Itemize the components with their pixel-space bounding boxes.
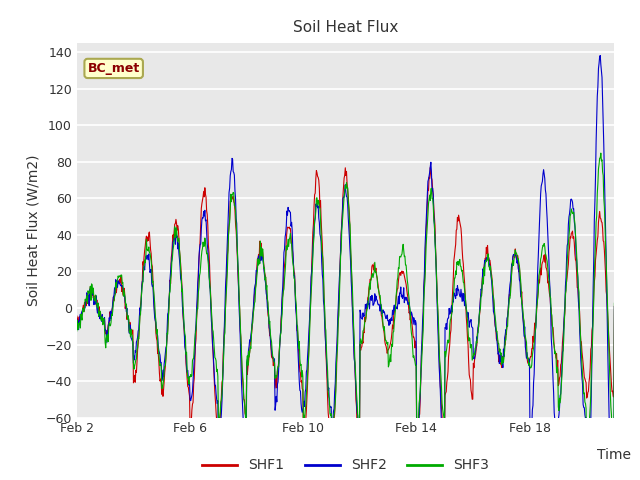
Y-axis label: Soil Heat Flux (W/m2): Soil Heat Flux (W/m2) xyxy=(26,155,40,306)
Text: BC_met: BC_met xyxy=(88,62,140,75)
Legend: SHF1, SHF2, SHF3: SHF1, SHF2, SHF3 xyxy=(196,453,495,478)
Title: Soil Heat Flux: Soil Heat Flux xyxy=(293,20,398,35)
X-axis label: Time: Time xyxy=(597,447,632,462)
